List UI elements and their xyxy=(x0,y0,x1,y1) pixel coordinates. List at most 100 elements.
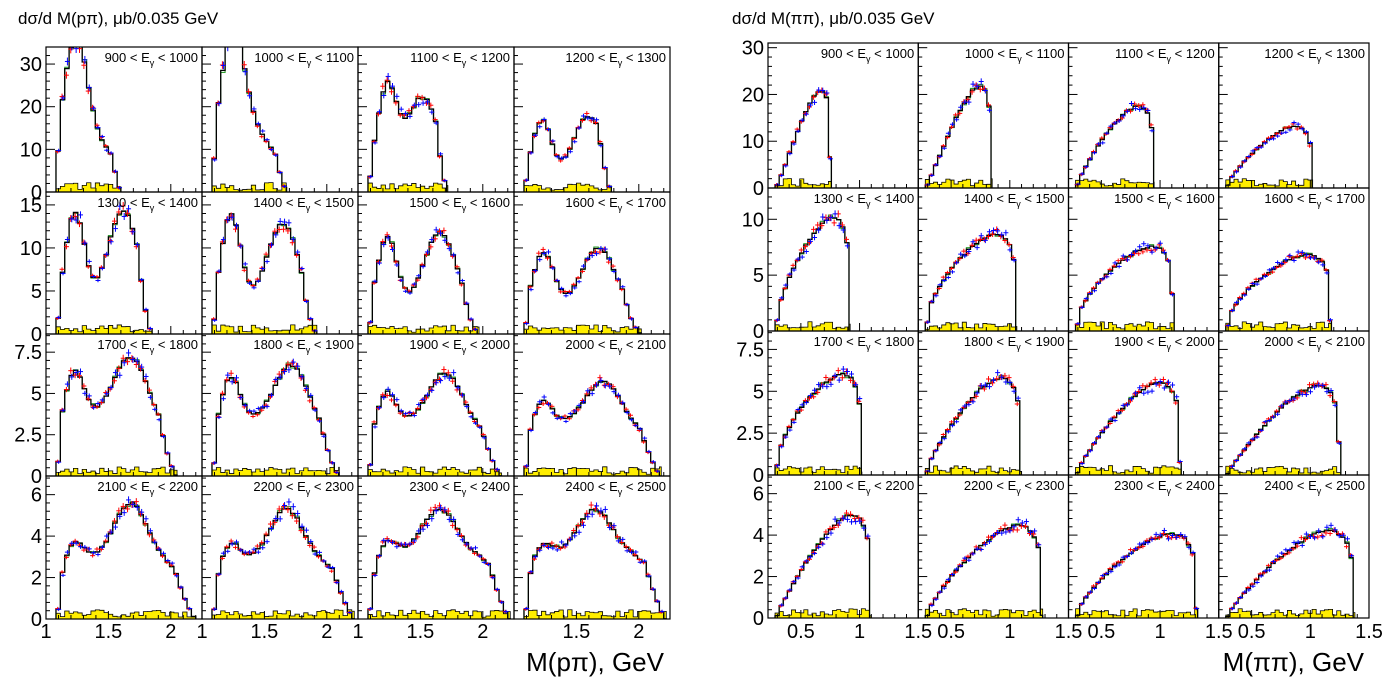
panel-plot-area xyxy=(55,47,123,192)
model-green-histogram xyxy=(774,214,851,331)
x-tick-label: 2 xyxy=(165,621,176,643)
blue-data-points xyxy=(925,78,992,187)
blue-data-points xyxy=(368,369,500,472)
y-tick-label: 20 xyxy=(20,97,42,119)
panel-plot-area xyxy=(924,226,1018,331)
y-tick-label: 2.5 xyxy=(736,423,764,445)
model-black-histogram xyxy=(924,233,1017,331)
figure-ppi: dσ/d M(pπ), μb/0.035 GeV M(pπ), GeV 900 < … xyxy=(14,9,671,677)
x-tick-label: 1.5 xyxy=(1205,621,1233,643)
panel-frame xyxy=(1218,330,1370,476)
background-histogram xyxy=(367,324,480,334)
y-tick-label: 30 xyxy=(20,54,42,76)
panel: 1800 < Eγ < 1900 xyxy=(201,333,359,477)
panel: 900 < Eγ < 1000 0 10 20 30 xyxy=(20,46,203,204)
x-tick-label: 0.5 xyxy=(937,621,965,643)
y-tick-label: 0 xyxy=(753,321,764,343)
panel-label: 2200 < Eγ < 2300 xyxy=(964,478,1065,496)
panel-label: 2400 < Eγ < 2500 xyxy=(565,479,666,497)
model-green-histogram xyxy=(1074,532,1199,618)
background-histogram xyxy=(1225,178,1314,188)
blue-data-points xyxy=(925,369,1021,473)
background-histogram xyxy=(1225,465,1342,475)
x-tick-label: 1 xyxy=(196,621,207,643)
background-histogram xyxy=(523,182,612,192)
model-green-histogram xyxy=(211,213,318,334)
panel: 1000 < Eγ < 1100 xyxy=(201,46,359,193)
background-histogram xyxy=(523,324,642,334)
y-tick-label: 15 xyxy=(20,195,42,217)
background-histogram xyxy=(211,182,288,192)
y-tick-label: 2 xyxy=(31,568,42,590)
panel: 1200 < Eγ < 1300 xyxy=(513,46,671,193)
background-histogram xyxy=(924,608,1044,618)
panel-plot-area xyxy=(924,78,993,188)
panel-plot-area xyxy=(523,374,662,476)
panel-plot-area xyxy=(367,502,511,619)
background-histogram xyxy=(523,466,662,476)
panel-label: 900 < Eγ < 1000 xyxy=(821,46,914,64)
y-tick-label: 5 xyxy=(31,383,42,405)
panel-label: 1700 < Eγ < 1800 xyxy=(97,337,198,355)
panel-plot-area xyxy=(1225,380,1342,475)
x-tick-label: 1 xyxy=(854,621,865,643)
model-black-histogram xyxy=(1225,529,1355,618)
panel-plot-area xyxy=(774,210,851,331)
blue-data-points xyxy=(56,47,123,190)
background-histogram xyxy=(367,609,511,619)
panel: 1600 < Eγ < 1700 xyxy=(513,191,671,335)
panel-frame xyxy=(513,475,671,620)
x-tick-label: 0.5 xyxy=(1087,621,1115,643)
panel: 1000 < Eγ < 1100 xyxy=(917,42,1070,189)
x-tick-label: 1 xyxy=(1004,621,1015,643)
panel-plot-area xyxy=(1074,376,1183,475)
blue-data-points xyxy=(368,504,509,614)
panel-plot-area xyxy=(774,509,872,618)
y-tick-label: 10 xyxy=(20,238,42,260)
background-histogram xyxy=(774,178,832,188)
panel-label: 2000 < Eγ < 2100 xyxy=(565,337,666,355)
panel: 2300 < Eγ < 2400 1 1.5 2 xyxy=(352,475,515,643)
blue-data-points xyxy=(1075,100,1155,186)
panel-plot-area xyxy=(523,111,613,192)
blue-data-points xyxy=(1075,240,1176,326)
blue-data-points xyxy=(925,227,1017,324)
panel-label: 900 < Eγ < 1000 xyxy=(105,50,198,68)
x-tick-label: 2 xyxy=(633,621,644,643)
panel-frame xyxy=(1067,187,1220,332)
panel-plot-area xyxy=(523,245,642,334)
y-tick-label: 5 xyxy=(753,265,764,287)
blue-data-points xyxy=(524,245,639,330)
model-black-histogram xyxy=(211,507,355,619)
panel: 900 < Eγ < 1000 0 10 20 30 xyxy=(742,38,919,200)
panel: 2000 < Eγ < 2100 xyxy=(1218,330,1370,476)
model-green-histogram xyxy=(55,501,197,619)
model-black-histogram xyxy=(1074,532,1199,618)
blue-data-points xyxy=(775,210,850,322)
panel-plot-area xyxy=(924,369,1022,475)
panel-plot-area xyxy=(774,87,833,188)
background-histogram xyxy=(211,609,355,619)
panel: 1700 < Eγ < 1800 0 2.5 5 7.5 xyxy=(736,330,919,487)
model-green-histogram xyxy=(1074,104,1155,188)
model-black-histogram xyxy=(924,85,993,188)
y-tick-label: 2 xyxy=(753,567,764,589)
panel-frame xyxy=(201,191,359,335)
panel-plot-area xyxy=(367,226,480,334)
panel-plot-area xyxy=(1224,249,1333,331)
x-tick-label: 1.5 xyxy=(562,621,590,643)
panel-label: 1700 < Eγ < 1800 xyxy=(814,334,915,352)
panel-plot-area xyxy=(55,202,153,334)
panel-plot-area xyxy=(774,366,863,475)
x-tick-label: 1.5 xyxy=(94,621,122,643)
blue-data-points xyxy=(368,72,448,183)
blue-data-points xyxy=(56,349,175,469)
panel-label: 2000 < Eγ < 2100 xyxy=(1264,334,1365,352)
red-data-points xyxy=(211,212,317,333)
model-black-histogram xyxy=(523,116,612,192)
model-black-histogram xyxy=(774,91,833,188)
x-tick-label: 1.5 xyxy=(1055,621,1083,643)
panel: 1300 < Eγ < 1400 0 5 10 15 xyxy=(20,191,203,346)
background-histogram xyxy=(211,466,340,476)
panel: 1400 < Eγ < 1500 xyxy=(201,191,359,335)
